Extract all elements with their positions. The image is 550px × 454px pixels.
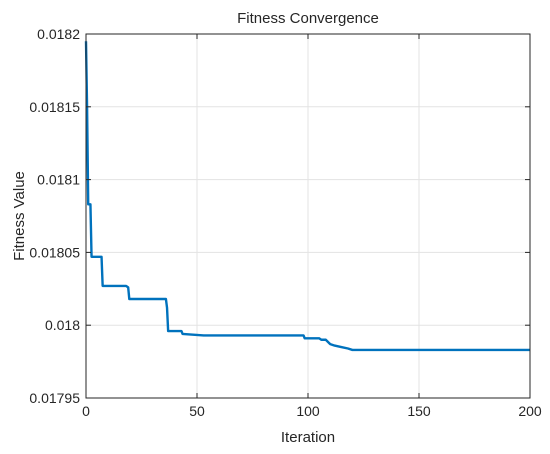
grid-lines <box>86 34 530 398</box>
axis-ticks: 0 50 100 150 200 0.01795 0.018 0.01805 0.0181 0.0… <box>29 26 542 419</box>
y-tick-label: 0.01815 <box>29 99 80 115</box>
y-tick-label: 0.0181 <box>37 172 80 188</box>
x-tick-label: 100 <box>296 403 320 419</box>
y-tick-label: 0.01795 <box>29 390 80 406</box>
chart-title: Fitness Convergence <box>237 10 379 27</box>
y-axis-label: Fitness Value <box>11 171 28 261</box>
y-tick-label: 0.018 <box>45 317 80 333</box>
x-tick-label: 50 <box>189 403 205 419</box>
y-tick-label: 0.01805 <box>29 244 80 260</box>
x-axis-label: Iteration <box>281 429 335 446</box>
x-tick-label: 200 <box>518 403 542 419</box>
y-tick-label: 0.0182 <box>37 26 80 42</box>
x-tick-label: 0 <box>82 403 90 419</box>
series-line <box>84 41 530 352</box>
x-tick-label: 150 <box>407 403 431 419</box>
